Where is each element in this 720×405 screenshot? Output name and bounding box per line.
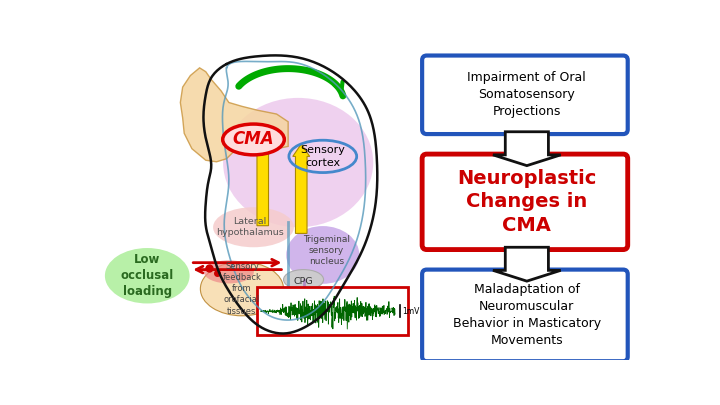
- Text: Lateral
hypothalamus: Lateral hypothalamus: [216, 217, 284, 237]
- FancyArrow shape: [293, 144, 310, 233]
- Ellipse shape: [222, 124, 284, 155]
- Polygon shape: [180, 68, 288, 162]
- Text: 1mV: 1mV: [402, 307, 420, 315]
- Ellipse shape: [200, 262, 284, 316]
- Text: Impairment of Oral
Somatosensory
Projections: Impairment of Oral Somatosensory Project…: [467, 71, 586, 118]
- FancyBboxPatch shape: [422, 270, 628, 361]
- Ellipse shape: [223, 98, 373, 227]
- Ellipse shape: [204, 260, 254, 284]
- FancyBboxPatch shape: [422, 55, 628, 134]
- Text: Neuroplastic
Changes in
CMA: Neuroplastic Changes in CMA: [457, 169, 597, 235]
- Polygon shape: [493, 247, 561, 281]
- Text: Sensory
feedback
from
orofacial
tissues: Sensory feedback from orofacial tissues: [222, 262, 261, 315]
- Text: Sensory
cortex: Sensory cortex: [300, 145, 345, 168]
- Ellipse shape: [213, 207, 294, 247]
- Polygon shape: [493, 132, 561, 166]
- Text: Trigeminal
sensory
nucleus: Trigeminal sensory nucleus: [303, 235, 350, 266]
- FancyArrow shape: [254, 132, 271, 226]
- Ellipse shape: [287, 226, 359, 284]
- Text: CPG: CPG: [294, 277, 313, 286]
- Text: CMA: CMA: [233, 130, 274, 149]
- FancyBboxPatch shape: [422, 154, 628, 249]
- Ellipse shape: [105, 248, 189, 303]
- Bar: [257, 287, 408, 335]
- Text: Maladaptation of
Neuromuscular
Behavior in Masticatory
Movements: Maladaptation of Neuromuscular Behavior …: [453, 284, 601, 347]
- Text: Low
occlusal
loading: Low occlusal loading: [121, 253, 174, 298]
- Ellipse shape: [284, 270, 323, 290]
